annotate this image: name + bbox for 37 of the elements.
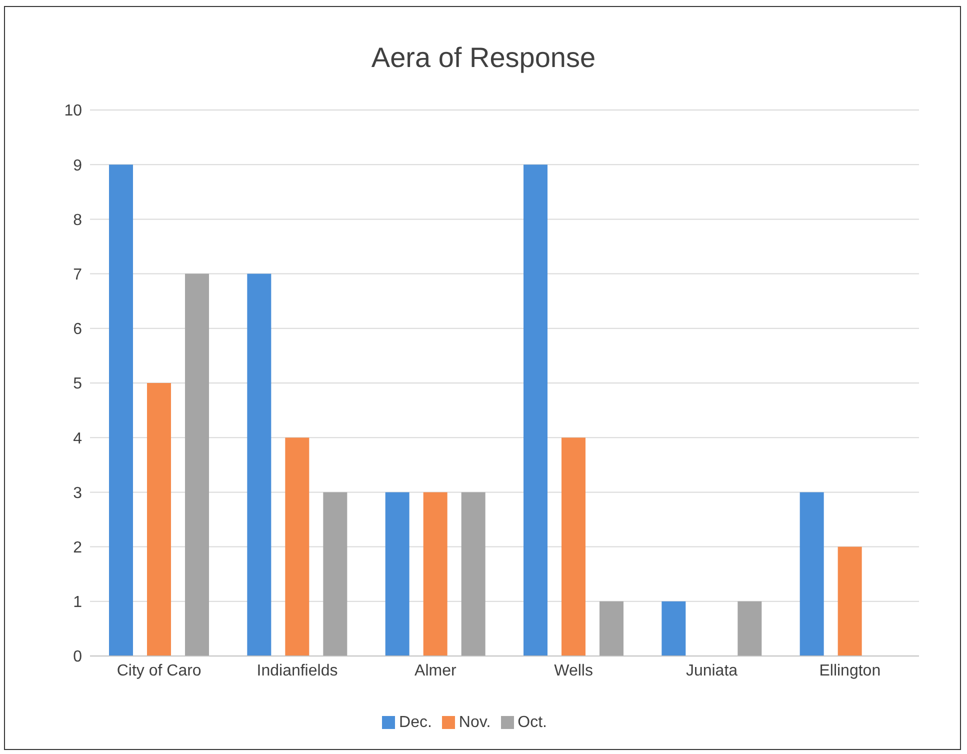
bar: [147, 383, 171, 656]
bar: [524, 164, 548, 656]
bar: [285, 438, 310, 656]
bar: [738, 601, 762, 656]
bar: [600, 601, 624, 656]
bar: [461, 492, 486, 656]
bar: [562, 438, 586, 656]
y-tick-label: 3: [73, 484, 82, 502]
y-tick-label: 9: [73, 157, 82, 174]
y-tick-label: 4: [73, 430, 82, 448]
legend-label: Nov.: [458, 714, 491, 731]
legend-label: Dec.: [399, 714, 432, 731]
x-tick-label: City of Caro: [116, 662, 202, 680]
bar: [323, 492, 348, 656]
bar: [423, 492, 448, 656]
y-tick-label: 8: [73, 212, 82, 229]
x-tick-label: Indianfields: [256, 662, 338, 680]
bar: [385, 492, 410, 656]
y-tick-label: 7: [73, 266, 82, 284]
chart-title: Aera of Response: [370, 42, 597, 74]
bar: [838, 546, 862, 656]
bar: [109, 164, 133, 656]
x-tick-label: Wells: [554, 662, 593, 680]
bar: [662, 601, 686, 656]
y-tick-label: 10: [64, 102, 82, 120]
bar: [185, 274, 209, 656]
x-tick-label: Juniata: [686, 662, 738, 680]
bar: [247, 274, 272, 656]
legend-label: Oct.: [518, 714, 547, 731]
y-tick-label: 0: [73, 648, 82, 666]
x-tick-label: Almer: [414, 662, 457, 680]
y-tick-label: 2: [73, 539, 82, 556]
y-tick-label: 6: [73, 321, 82, 338]
y-tick-label: 1: [73, 594, 82, 612]
x-tick-label: Ellington: [819, 662, 881, 680]
y-tick-label: 5: [73, 376, 82, 393]
bar: [800, 492, 824, 656]
